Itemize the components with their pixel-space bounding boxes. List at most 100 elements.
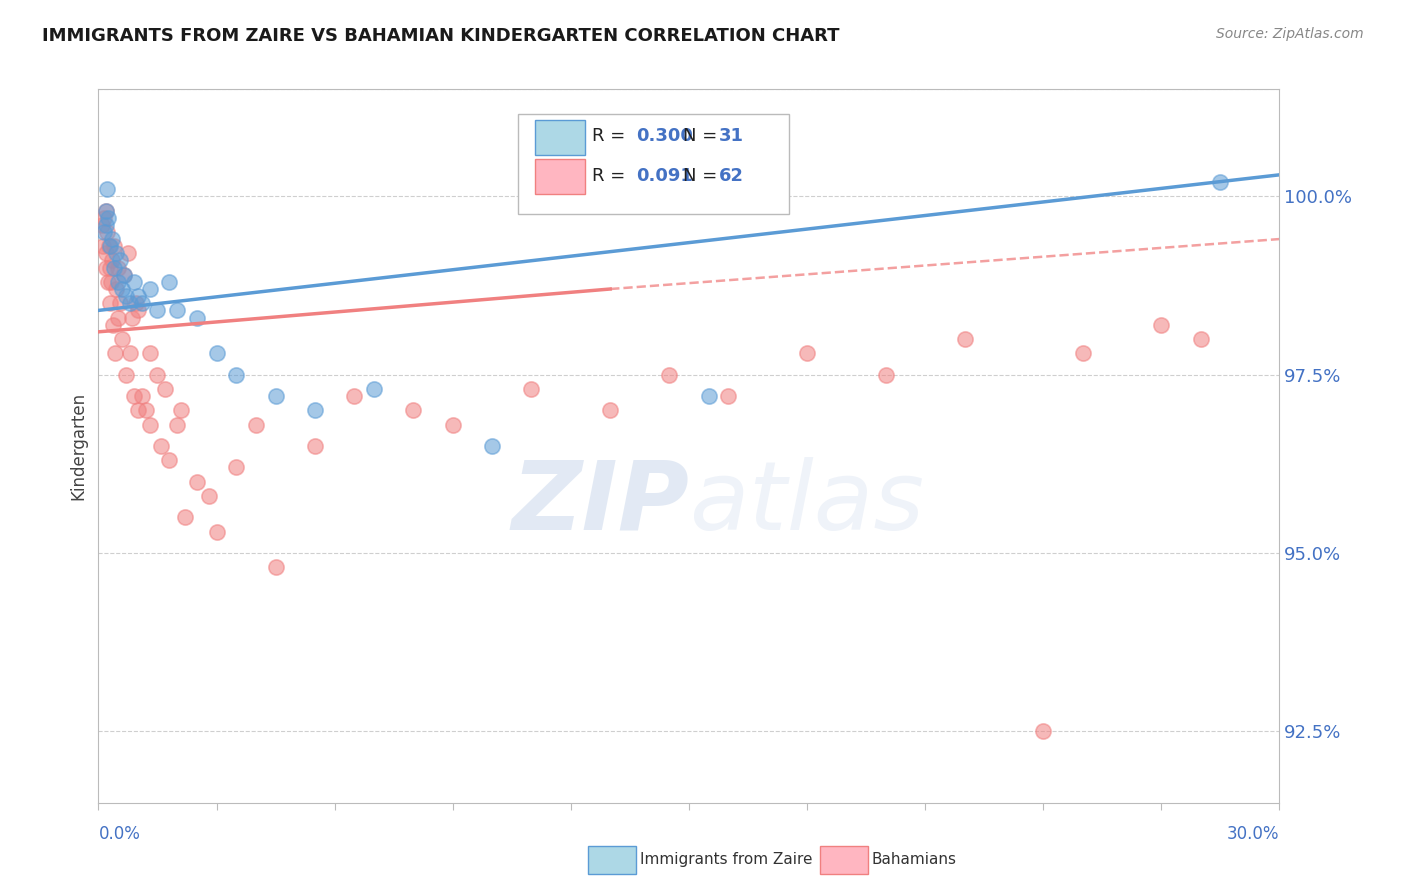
Point — [100, 275, 122, 289]
Point — [96, 225, 118, 239]
Point — [105, 282, 128, 296]
Text: 30.0%: 30.0% — [1227, 825, 1279, 843]
Point — [107, 275, 129, 289]
Text: IMMIGRANTS FROM ZAIRE VS BAHAMIAN KINDERGARTEN CORRELATION CHART: IMMIGRANTS FROM ZAIRE VS BAHAMIAN KINDER… — [42, 27, 839, 45]
Point — [127, 303, 149, 318]
Point — [105, 246, 128, 260]
Point — [1071, 346, 1094, 360]
Text: 31: 31 — [718, 127, 744, 145]
Point — [94, 203, 117, 218]
Point — [402, 403, 425, 417]
Point — [205, 524, 228, 539]
Text: R =: R = — [592, 168, 631, 186]
Point — [122, 275, 145, 289]
Point — [107, 260, 129, 275]
Point — [146, 368, 169, 382]
Point — [111, 282, 134, 296]
Point — [125, 296, 148, 310]
FancyBboxPatch shape — [536, 120, 585, 155]
Point — [481, 439, 503, 453]
Point — [304, 403, 326, 417]
Point — [138, 346, 160, 360]
Point — [93, 211, 115, 225]
Point — [96, 203, 118, 218]
Point — [157, 453, 180, 467]
Text: N =: N = — [683, 127, 723, 145]
Point — [135, 403, 157, 417]
Point — [111, 332, 134, 346]
Point — [112, 268, 135, 282]
Point — [104, 346, 127, 360]
Point — [115, 289, 138, 303]
Point — [121, 310, 143, 325]
Point — [155, 382, 177, 396]
Point — [112, 268, 135, 282]
Text: atlas: atlas — [689, 457, 924, 549]
Point — [150, 439, 173, 453]
Point — [245, 417, 267, 432]
Point — [118, 296, 141, 310]
Y-axis label: Kindergarten: Kindergarten — [69, 392, 87, 500]
Point — [107, 310, 129, 325]
Point — [127, 289, 149, 303]
Point — [1032, 724, 1054, 739]
Text: Source: ZipAtlas.com: Source: ZipAtlas.com — [1216, 27, 1364, 41]
Point — [96, 182, 118, 196]
Point — [122, 389, 145, 403]
Point — [138, 417, 160, 432]
Point — [1189, 332, 1212, 346]
Point — [174, 510, 197, 524]
Point — [98, 296, 121, 310]
Point — [91, 239, 114, 253]
Point — [796, 346, 818, 360]
Point — [131, 296, 153, 310]
Point — [97, 275, 120, 289]
Point — [166, 417, 188, 432]
Text: Immigrants from Zaire: Immigrants from Zaire — [640, 853, 813, 867]
Point — [108, 296, 131, 310]
Point — [98, 260, 121, 275]
Point — [103, 318, 125, 332]
Point — [875, 368, 897, 382]
Point — [91, 218, 114, 232]
Point — [146, 303, 169, 318]
Point — [520, 382, 543, 396]
Text: R =: R = — [592, 127, 631, 145]
Point — [1209, 175, 1232, 189]
Point — [170, 403, 193, 417]
Point — [108, 253, 131, 268]
Point — [441, 417, 464, 432]
FancyBboxPatch shape — [517, 114, 789, 214]
Point — [225, 460, 247, 475]
Point — [343, 389, 366, 403]
Point — [157, 275, 180, 289]
Point — [97, 211, 120, 225]
Point — [717, 389, 740, 403]
Point — [697, 389, 720, 403]
Text: 62: 62 — [718, 168, 744, 186]
Point — [103, 239, 125, 253]
Point — [117, 246, 139, 260]
Point — [93, 225, 115, 239]
Point — [138, 282, 160, 296]
FancyBboxPatch shape — [536, 159, 585, 194]
Text: Bahamians: Bahamians — [872, 853, 956, 867]
Point — [186, 475, 208, 489]
Point — [953, 332, 976, 346]
Point — [225, 368, 247, 382]
Text: 0.0%: 0.0% — [98, 825, 141, 843]
Point — [115, 368, 138, 382]
Point — [304, 439, 326, 453]
Point — [127, 403, 149, 417]
Point — [205, 346, 228, 360]
Point — [103, 260, 125, 275]
Point — [98, 239, 121, 253]
Point — [197, 489, 219, 503]
Text: N =: N = — [683, 168, 723, 186]
Point — [98, 239, 121, 253]
Point — [118, 346, 141, 360]
Point — [96, 260, 118, 275]
Text: 0.091: 0.091 — [636, 168, 693, 186]
Point — [658, 368, 681, 382]
Point — [166, 303, 188, 318]
